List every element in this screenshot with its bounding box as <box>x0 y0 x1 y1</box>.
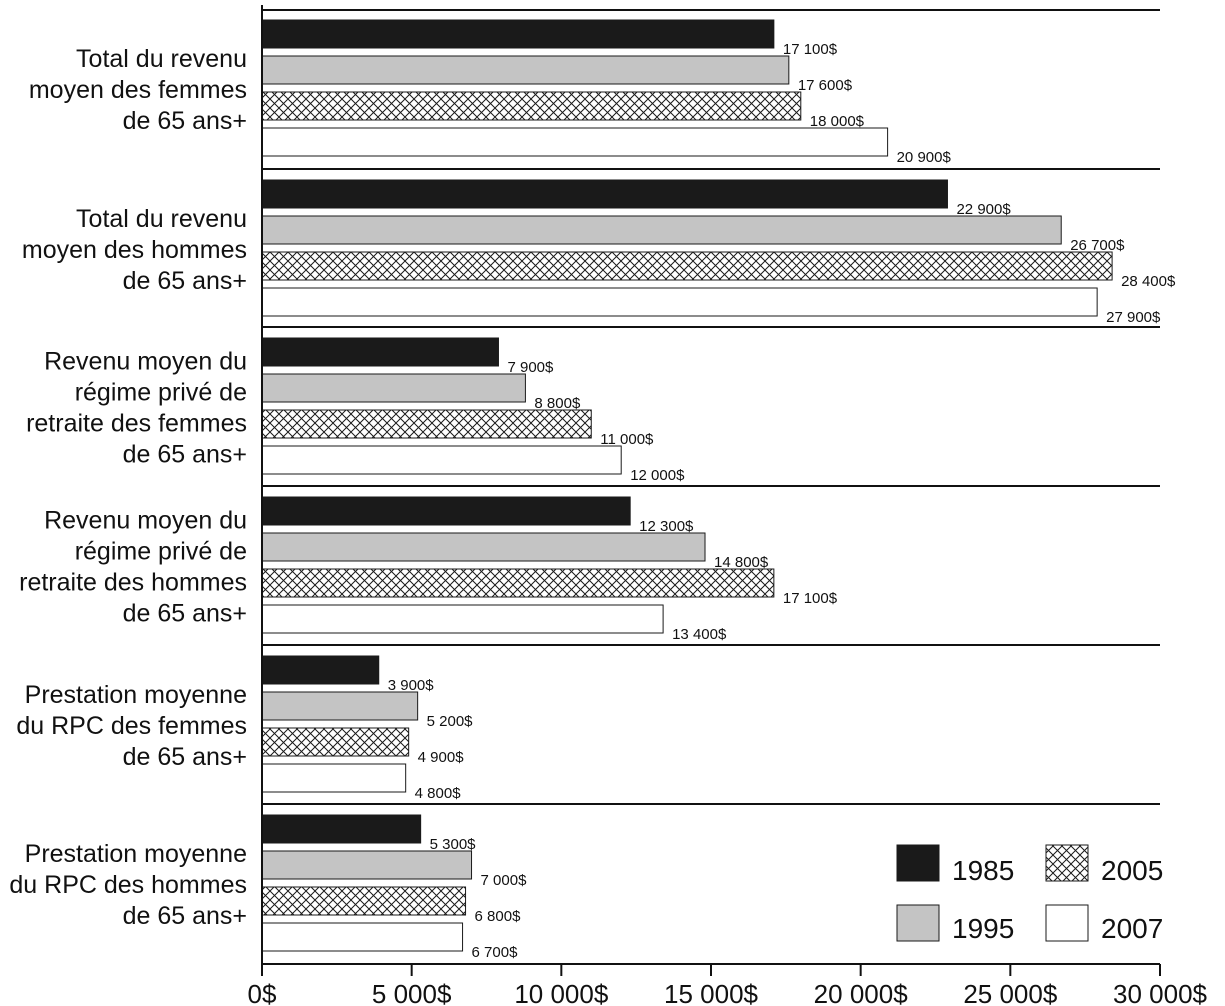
bar-2007-group-6 <box>261 922 464 952</box>
category-label-3-line-1: Revenu moyen du <box>44 348 247 376</box>
value-label-2005-group-2: 28 400$ <box>1121 273 1176 290</box>
value-label-2005-group-4: 17 100$ <box>783 590 838 607</box>
bar-2005-group-1 <box>261 91 802 121</box>
bar-1995-group-1 <box>261 55 790 85</box>
x-tick-label-5-000: 5 000$ <box>372 979 452 1006</box>
bar-1995-group-4 <box>261 532 706 562</box>
value-label-1985-group-1: 17 100$ <box>783 41 838 58</box>
category-label-3-line-3: retraite des femmes <box>26 410 247 438</box>
value-label-1995-group-4: 14 800$ <box>714 554 769 571</box>
category-label-6-line-2: du RPC des hommes <box>9 871 247 899</box>
legend-swatch-1985 <box>896 844 940 882</box>
legend: 1985 1995 2005 2007 <box>896 844 1163 944</box>
category-label-3-line-4: de 65 ans+ <box>123 441 247 469</box>
category-label-4-line-3: retraite des hommes <box>19 569 247 597</box>
category-label-6-line-3: de 65 ans+ <box>123 902 247 930</box>
category-label-3-line-2: régime privé de <box>75 379 247 407</box>
legend-swatch-2007 <box>1045 904 1089 942</box>
value-label-1995-group-3: 8 800$ <box>534 395 581 412</box>
bar-2007-group-4 <box>261 604 664 634</box>
value-label-1985-group-4: 12 300$ <box>639 518 694 535</box>
legend-label-2005: 2005 <box>1101 855 1163 886</box>
legend-label-1995: 1995 <box>952 913 1014 944</box>
bar-2005-group-3 <box>261 409 592 439</box>
category-label-2-line-2: moyen des hommes <box>22 236 247 264</box>
value-label-2007-group-1: 20 900$ <box>897 149 952 166</box>
x-tick-label-30-000: 30 000$ <box>1113 979 1208 1006</box>
category-label-5-line-1: Prestation moyenne <box>25 681 247 709</box>
category-label-4-line-2: régime privé de <box>75 538 247 566</box>
bar-1985-group-3 <box>261 337 499 367</box>
bar-2005-group-4 <box>261 568 775 598</box>
category-label-2-line-3: de 65 ans+ <box>123 267 247 295</box>
bar-1995-group-5 <box>261 691 419 721</box>
x-tick-label-20-000: 20 000$ <box>814 979 909 1006</box>
bar-1985-group-1 <box>261 19 775 49</box>
category-label-5-line-2: du RPC des femmes <box>16 712 247 740</box>
x-tick-label-0: 0$ <box>248 979 277 1006</box>
value-label-2007-group-4: 13 400$ <box>672 626 727 643</box>
value-label-2007-group-3: 12 000$ <box>630 467 685 484</box>
value-label-2005-group-6: 6 800$ <box>475 908 522 925</box>
category-label-6-line-1: Prestation moyenne <box>25 840 247 868</box>
value-label-1995-group-6: 7 000$ <box>481 872 528 889</box>
bar-2007-group-2 <box>261 287 1098 317</box>
value-label-1985-group-3: 7 900$ <box>507 359 554 376</box>
legend-label-2007: 2007 <box>1101 913 1163 944</box>
bar-1985-group-4 <box>261 496 631 526</box>
group-separators <box>262 9 1160 805</box>
category-labels: Total du revenu moyen des femmes de 65 ans… <box>9 45 247 930</box>
value-label-2007-group-6: 6 700$ <box>472 944 519 961</box>
x-tick-label-25-000: 25 000$ <box>963 979 1058 1006</box>
value-label-1995-group-5: 5 200$ <box>427 713 474 730</box>
x-tick-label-10-000: 10 000$ <box>514 979 609 1006</box>
value-label-1985-group-5: 3 900$ <box>388 677 435 694</box>
legend-swatch-1995 <box>896 904 940 942</box>
bar-1995-group-2 <box>261 215 1062 245</box>
bar-2005-group-5 <box>261 727 410 757</box>
bars <box>261 19 1113 952</box>
bar-2007-group-5 <box>261 763 407 793</box>
value-label-2005-group-1: 18 000$ <box>810 113 865 130</box>
category-label-2-line-1: Total du revenu <box>76 205 247 233</box>
bar-1995-group-6 <box>261 850 473 880</box>
legend-label-1985: 1985 <box>952 855 1014 886</box>
category-label-4-line-4: de 65 ans+ <box>123 600 247 628</box>
x-tick-label-15-000: 15 000$ <box>664 979 759 1006</box>
value-label-2005-group-5: 4 900$ <box>418 749 465 766</box>
bar-1985-group-5 <box>261 655 380 685</box>
value-labels: 17 100$ 17 600$ 18 000$ 20 900$ 22 900$ 26 70… <box>388 41 1176 961</box>
bar-1985-group-6 <box>261 814 422 844</box>
value-label-2007-group-5: 4 800$ <box>415 785 462 802</box>
bar-2007-group-3 <box>261 445 622 475</box>
value-label-1985-group-2: 22 900$ <box>956 201 1011 218</box>
x-axis: 0$ 5 000$ 10 000$ 15 000$ 20 000$ 25 000$ 30 0… <box>248 5 1208 1006</box>
category-label-1-line-2: moyen des femmes <box>29 76 247 104</box>
bar-2007-group-1 <box>261 127 889 157</box>
value-label-1985-group-6: 5 300$ <box>430 836 477 853</box>
bar-2005-group-6 <box>261 886 467 916</box>
category-label-4-line-1: Revenu moyen du <box>44 507 247 535</box>
bar-1985-group-2 <box>261 179 948 209</box>
category-label-1-line-3: de 65 ans+ <box>123 107 247 135</box>
value-label-1995-group-2: 26 700$ <box>1070 237 1125 254</box>
bar-2005-group-2 <box>261 251 1113 281</box>
value-label-2007-group-2: 27 900$ <box>1106 309 1161 326</box>
category-label-1-line-1: Total du revenu <box>76 45 247 73</box>
legend-swatch-2005 <box>1045 844 1089 882</box>
category-label-5-line-3: de 65 ans+ <box>123 743 247 771</box>
bar-1995-group-3 <box>261 373 526 403</box>
value-label-1995-group-1: 17 600$ <box>798 77 853 94</box>
value-label-2005-group-3: 11 000$ <box>600 431 654 448</box>
